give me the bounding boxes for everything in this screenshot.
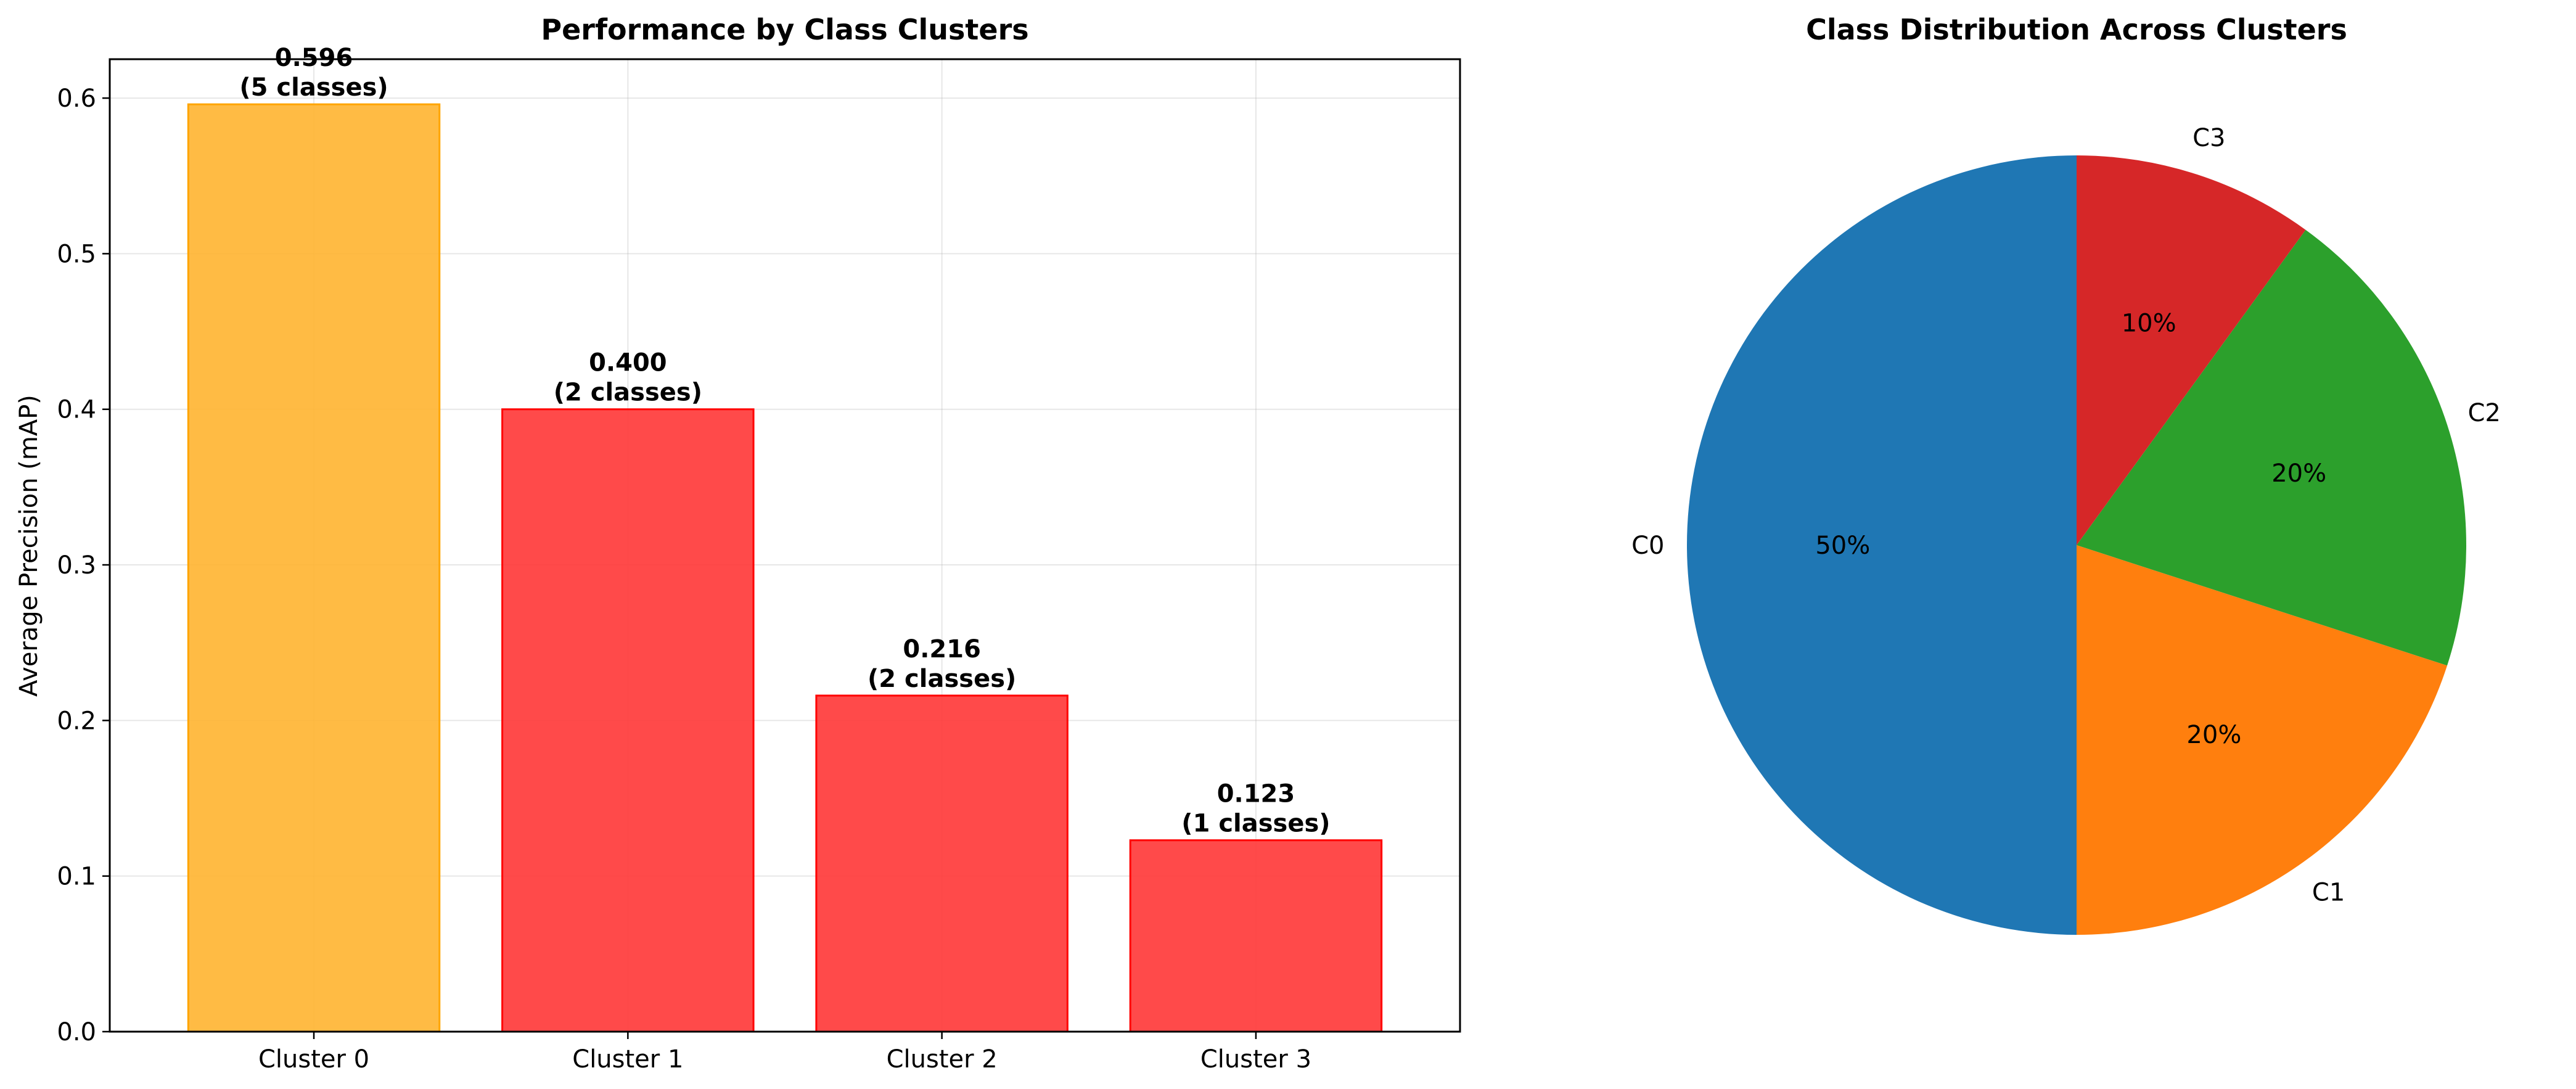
- bar-y-axis-label: Average Precision (mAP): [15, 395, 43, 697]
- pie-slices: [1687, 155, 2466, 935]
- bar: [815, 694, 1069, 1033]
- x-tick-label: Cluster 3: [1200, 1045, 1311, 1074]
- bar-class-count-label: (2 classes): [554, 379, 702, 407]
- bar-value-label: 0.596: [275, 44, 353, 72]
- bar-class-count-label: (1 classes): [1181, 810, 1330, 838]
- y-tick-label: 0.3: [57, 551, 96, 580]
- pie-labels: C0 50% C1 20% C2 20% C3 10%: [1631, 124, 2501, 907]
- y-tick-label: 0.1: [57, 863, 96, 891]
- y-tick-label: 0.6: [57, 84, 96, 113]
- pie-slice-label: C0: [1631, 532, 1664, 560]
- y-tick-label: 0.5: [57, 240, 96, 268]
- pie-slice-label: C1: [2312, 878, 2345, 906]
- pie-percent-label: 50%: [1815, 532, 1870, 560]
- bar: [501, 408, 755, 1033]
- bar-axes: 0.0 0.1 0.2 0.3 0.4 0.5 0.6 Cluster 0 Cluster 1 C…: [57, 58, 1461, 1074]
- bar-class-count-label: (2 classes): [868, 665, 1016, 693]
- bar: [1129, 839, 1383, 1033]
- bar-plot-border: [109, 58, 1461, 1033]
- pie-slice: [2077, 229, 2466, 666]
- bar-value-label: 0.400: [589, 349, 667, 377]
- y-tick-label: 0.4: [57, 396, 96, 424]
- bar-chart: 0.596(5 classes)0.400(2 classes)0.216(2 …: [15, 13, 1461, 1074]
- pie-chart-title: Class Distribution Across Clusters: [1806, 13, 2347, 46]
- x-tick-label: Cluster 0: [258, 1045, 369, 1074]
- pie-chart: Class Distribution Across Clusters C0 50%…: [1631, 13, 2501, 935]
- pie-slice: [2077, 155, 2306, 545]
- pie-slice-label: C3: [2192, 124, 2225, 152]
- y-tick-label: 0.2: [57, 707, 96, 735]
- pie-percent-label: 10%: [2122, 309, 2176, 337]
- bar-value-label: 0.216: [903, 635, 981, 664]
- pie-percent-label: 20%: [2186, 721, 2241, 749]
- bar-bars: 0.596(5 classes)0.400(2 classes)0.216(2 …: [187, 44, 1383, 1033]
- y-tick-label: 0.0: [57, 1018, 96, 1046]
- pie-percent-label: 20%: [2271, 459, 2326, 488]
- pie-slice: [1687, 155, 2077, 935]
- bar: [187, 103, 441, 1033]
- bar-chart-title: Performance by Class Clusters: [541, 13, 1028, 46]
- pie-slice: [2077, 545, 2448, 935]
- bar-value-label: 0.123: [1217, 780, 1295, 808]
- pie-slice-label: C2: [2467, 399, 2500, 427]
- bar-class-count-label: (5 classes): [239, 73, 388, 102]
- x-tick-label: Cluster 1: [572, 1045, 683, 1074]
- x-tick-label: Cluster 2: [887, 1045, 998, 1074]
